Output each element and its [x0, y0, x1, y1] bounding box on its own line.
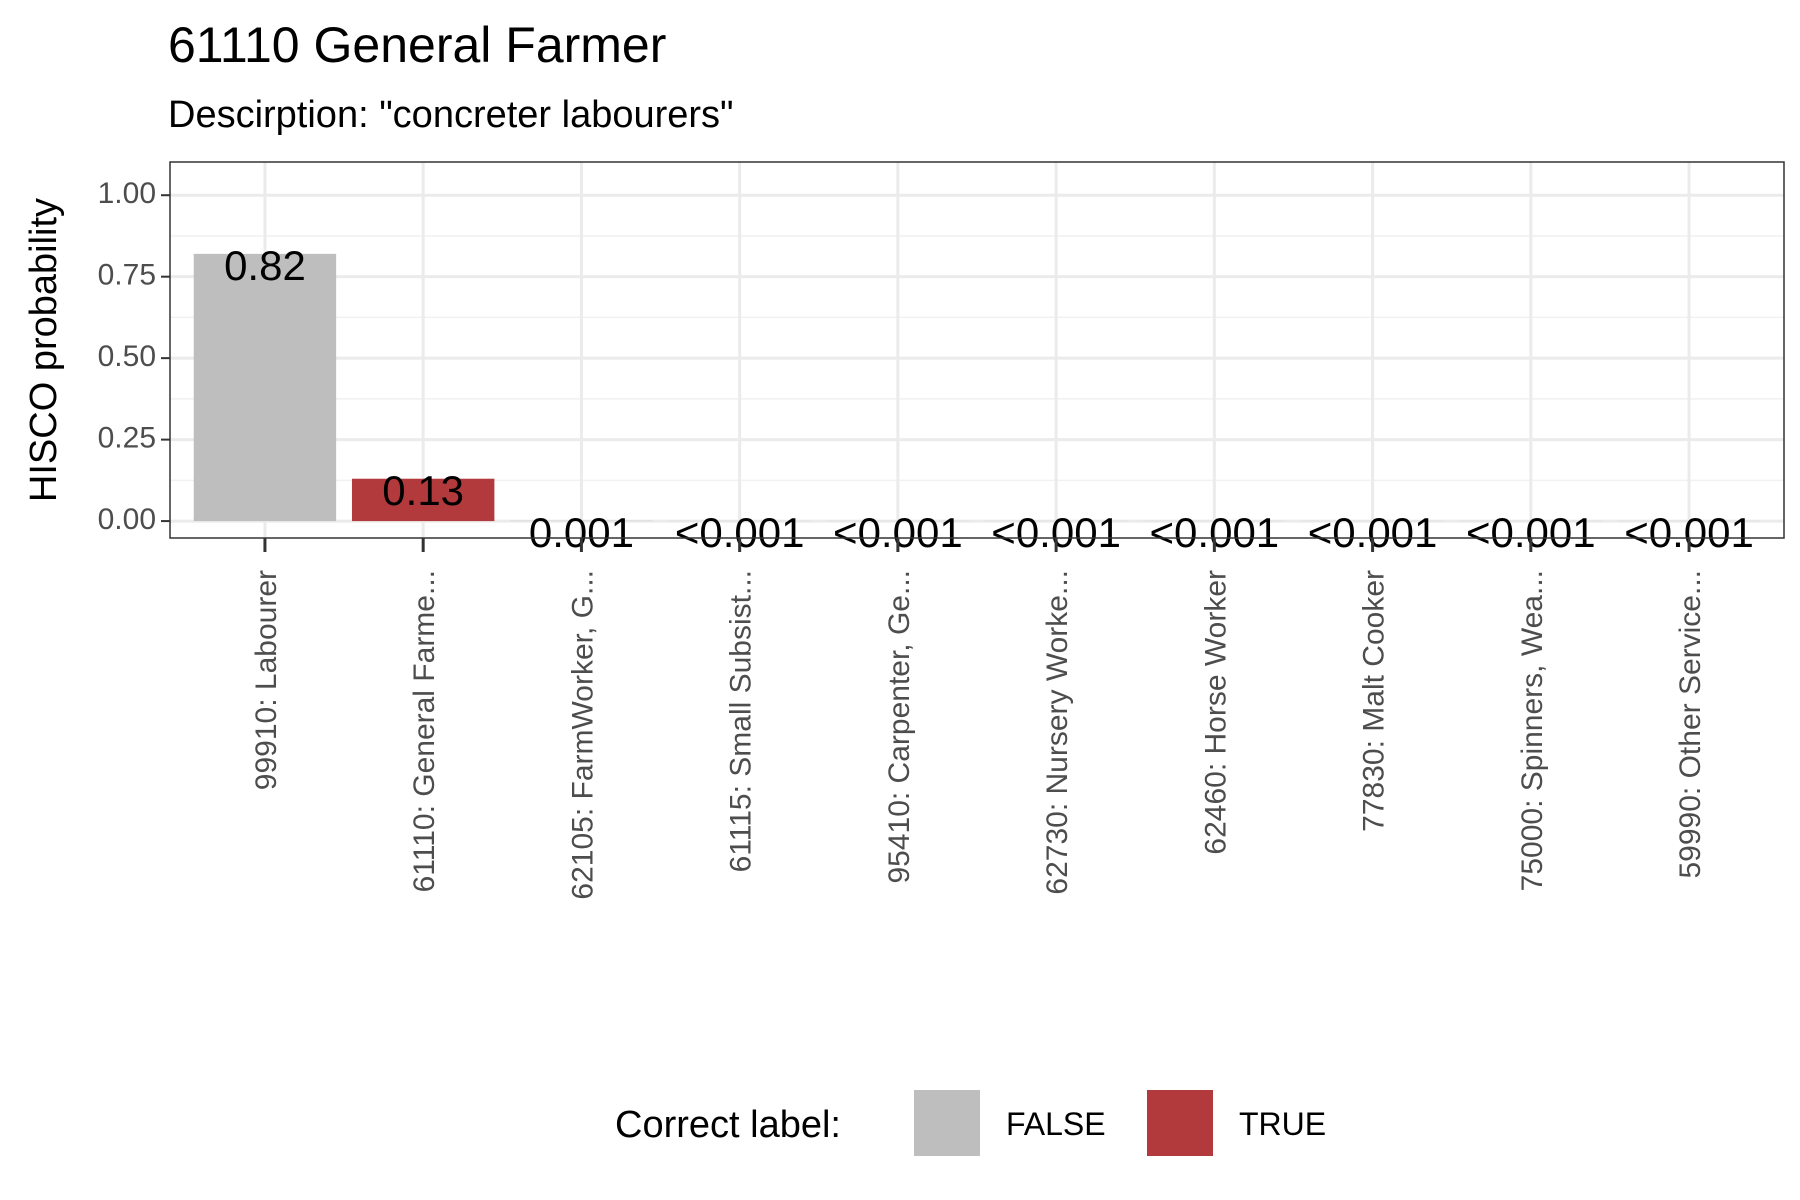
y-tick-label: 1.00 [98, 177, 156, 210]
panel-background [170, 162, 1784, 538]
bars [193, 253, 1761, 522]
chart-title: 61110 General Farmer [168, 17, 666, 73]
x-tick-label: 62105: FarmWorker, G... [566, 570, 599, 900]
x-tick-label: 61115: Small Subsist... [725, 570, 758, 872]
data-label: 0.13 [382, 467, 464, 514]
legend-swatch-true [1147, 1090, 1213, 1156]
y-tick-label: 0.00 [98, 503, 156, 536]
bar [193, 253, 337, 522]
legend-label-true: TRUE [1239, 1106, 1326, 1142]
x-tick-label: 77830: Malt Cooker [1358, 570, 1391, 832]
legend-swatch-false [914, 1090, 980, 1156]
legend: Correct label: FALSE TRUE [615, 1090, 1326, 1156]
y-axis: 0.00 0.25 0.50 0.75 1.00 [98, 177, 170, 536]
y-axis-label: HISCO probability [23, 198, 65, 502]
panel-border [169, 161, 1785, 539]
y-tick-label: 0.25 [98, 422, 156, 455]
bar [351, 478, 495, 522]
x-axis: 99910: Labourer 61110: General Farme... 62… [250, 538, 1707, 900]
x-tick-label: 99910: Labourer [250, 570, 283, 790]
x-tick-label: 59990: Other Service... [1674, 570, 1707, 879]
x-tick-label: 62460: Horse Worker [1199, 570, 1232, 855]
x-tick-label: 61110: General Farme... [408, 570, 441, 892]
legend-label-false: FALSE [1006, 1106, 1106, 1142]
data-label: 0.82 [224, 242, 306, 289]
x-tick-label: 75000: Spinners, Wea... [1516, 570, 1549, 891]
x-tick-label: 62730: Nursery Worke... [1041, 570, 1074, 895]
grid [170, 162, 1784, 538]
chart-subtitle: Descirption: "concreter labourers" [168, 94, 734, 136]
legend-title: Correct label: [615, 1104, 841, 1146]
x-tick-label: 95410: Carpenter, Ge... [883, 570, 916, 884]
y-tick-label: 0.75 [98, 259, 156, 292]
y-tick-label: 0.50 [98, 340, 156, 373]
